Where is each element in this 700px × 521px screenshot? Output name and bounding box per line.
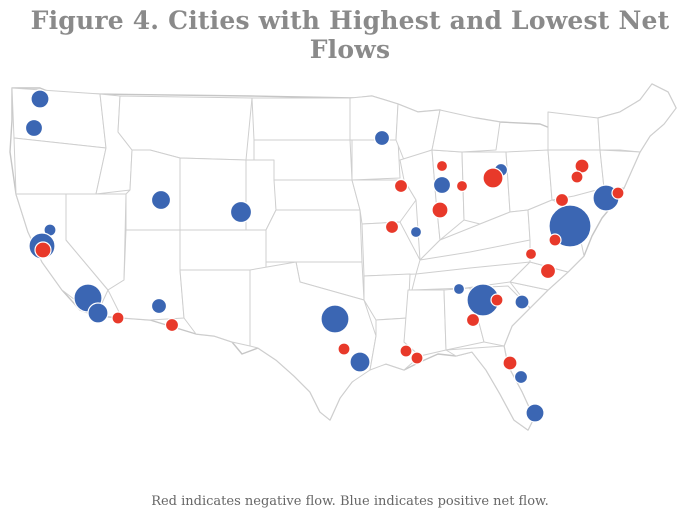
bubble-macon <box>465 312 481 328</box>
state-borders <box>11 83 677 431</box>
bubble-new-orleans <box>410 351 424 365</box>
bubble-richmond <box>524 247 538 261</box>
bubble-dallas <box>320 304 350 334</box>
map-caption: Red indicates negative flow. Blue indica… <box>151 494 549 509</box>
bubble-st-louis <box>409 225 423 239</box>
bubble-baltimore <box>548 233 562 247</box>
bubble-rochester <box>570 170 584 184</box>
bubble-des-moines <box>393 178 409 194</box>
bubble-riverside <box>87 302 109 324</box>
bubble-pittsburgh <box>554 192 570 208</box>
bubble-san-diego <box>111 311 125 325</box>
negative-flow-bubbles <box>34 158 625 371</box>
bubble-miami <box>525 403 545 423</box>
bubble-nashville <box>452 282 466 296</box>
us-map <box>9 83 677 431</box>
bubble-tucson <box>164 317 180 333</box>
bubble-chicago <box>432 175 452 195</box>
bubble-san-antonio <box>337 342 351 356</box>
bubble-phoenix <box>150 297 168 315</box>
bubble-minneapolis <box>373 129 391 147</box>
bubble-portland <box>24 118 44 138</box>
bubble-virginia-beach <box>539 262 557 280</box>
bubble-orlando <box>513 369 529 385</box>
bubble-indianapolis <box>455 179 469 193</box>
bubble-hartford <box>611 186 625 200</box>
figure-title: Figure 4. Cities with Highest and Lowest… <box>30 6 670 64</box>
bubble-detroit <box>482 167 504 189</box>
bubble-jacksonville <box>502 355 518 371</box>
bubble-denver <box>229 200 253 224</box>
bubble-springfield <box>431 201 449 219</box>
bubble-charlotte <box>514 294 530 310</box>
bubble-milwaukee <box>435 159 449 173</box>
bubble-san-jose <box>34 241 52 259</box>
bubble-columbia <box>490 293 504 307</box>
bubble-seattle <box>30 89 50 109</box>
bubble-kansas-city <box>384 219 400 235</box>
bubble-boise <box>150 189 172 211</box>
bubble-baton-rouge <box>399 344 413 358</box>
bubble-houston <box>349 351 371 373</box>
